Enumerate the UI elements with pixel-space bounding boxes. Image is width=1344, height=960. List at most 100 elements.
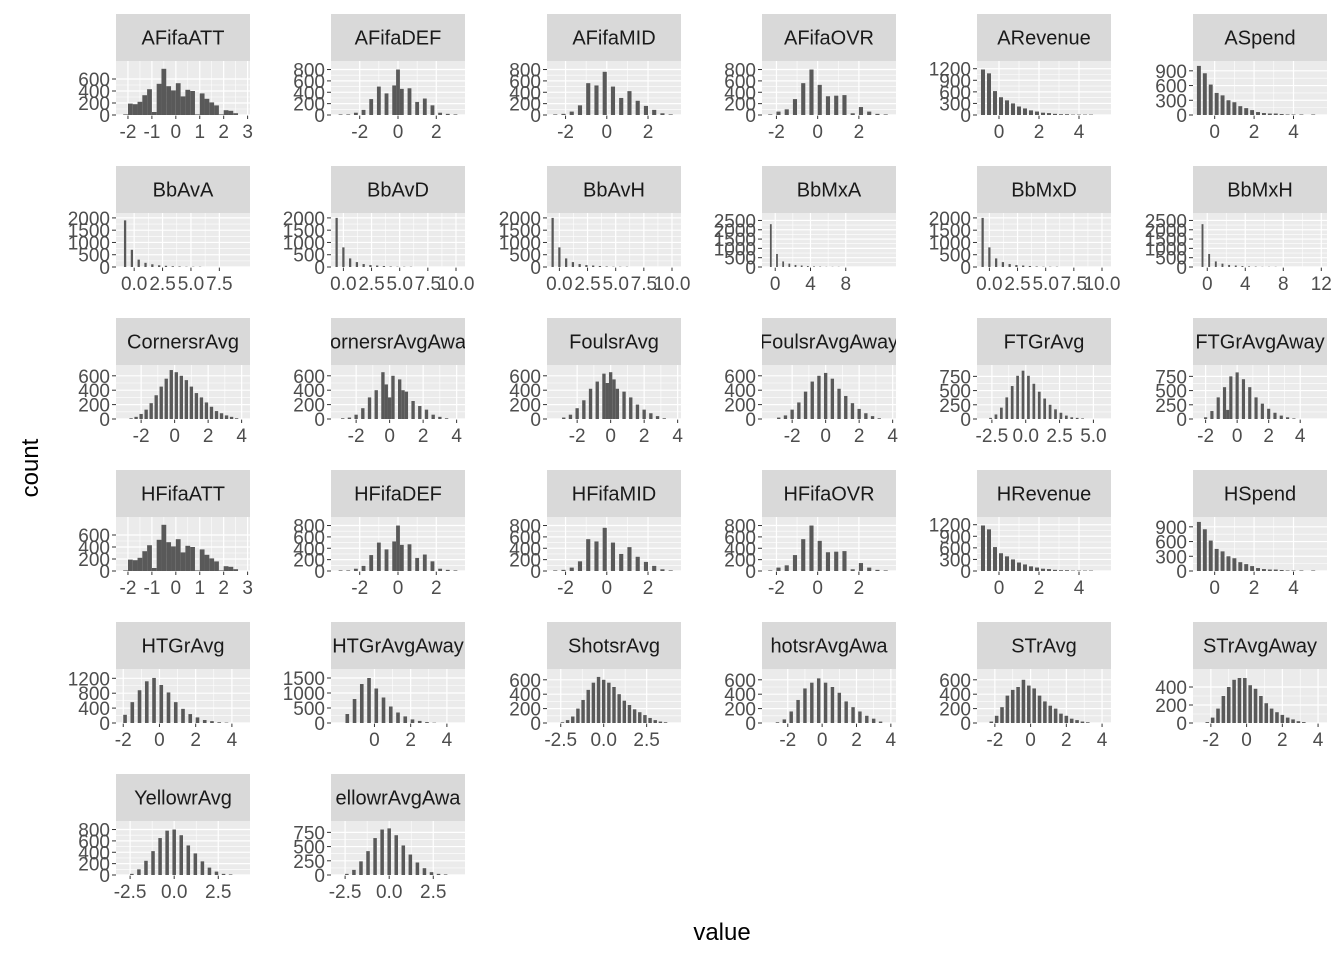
histogram-bar: [166, 542, 172, 571]
histogram-bar: [1275, 712, 1279, 723]
histogram-bar: [596, 676, 601, 723]
y-tick-label: 600: [78, 526, 110, 547]
x-tick-label: 2.5: [205, 882, 231, 903]
histogram-bar: [1273, 569, 1278, 571]
y-tick-label: 0: [960, 562, 971, 583]
histogram-bar: [137, 259, 140, 267]
x-tick-label: 4: [1074, 578, 1085, 599]
histogram-bar: [810, 682, 814, 723]
histogram-bar: [144, 409, 148, 419]
y-tick-label: 2000: [1145, 221, 1187, 242]
histogram-bar: [1204, 417, 1208, 419]
y-tick-label: 600: [1155, 533, 1187, 554]
histogram-bar: [123, 714, 127, 723]
facet-title: CornersrAvg: [127, 332, 239, 354]
x-tick-label: -2: [557, 578, 574, 599]
histogram-bar: [1259, 696, 1263, 723]
histogram-bar: [825, 96, 831, 115]
facet-strip: [977, 470, 1111, 517]
y-tick-label: 1000: [714, 239, 756, 260]
histogram-bar: [223, 110, 229, 115]
histogram-bar: [1000, 707, 1004, 723]
histogram-bar: [610, 542, 616, 571]
histogram-bar: [1202, 73, 1207, 115]
y-tick-label: 400: [724, 381, 756, 402]
x-tick-label: -1: [143, 122, 160, 143]
histogram-bar: [994, 715, 999, 723]
histogram-bar: [1273, 412, 1277, 419]
y-tick-label: 250: [1155, 396, 1187, 417]
histogram-bar: [214, 411, 219, 419]
y-tick-label: 1000: [499, 233, 541, 254]
histogram-bar: [598, 266, 602, 267]
histogram-bar: [1226, 687, 1231, 723]
x-tick-label: 2: [854, 122, 865, 143]
histogram-bar: [1010, 689, 1015, 723]
histogram-bar: [175, 83, 181, 115]
histogram-bar: [1027, 375, 1030, 419]
histogram-bar: [1221, 263, 1224, 267]
histogram-bar: [858, 107, 864, 115]
y-tick-label: 1000: [68, 233, 110, 254]
x-tick-label: 12: [1311, 274, 1332, 295]
y-tick-label: 600: [1155, 77, 1187, 98]
histogram-bar: [663, 722, 668, 723]
histogram-bar: [1237, 678, 1242, 723]
histogram-bar: [445, 569, 450, 571]
facet-strip: [116, 318, 250, 365]
y-tick-label: 200: [724, 95, 756, 116]
x-tick-label: 0.0: [121, 274, 147, 295]
facet-title: HRevenue: [997, 484, 1092, 506]
histogram-bar: [1220, 551, 1225, 571]
histogram-bar: [374, 390, 378, 419]
x-tick-label: 0.0: [330, 274, 356, 295]
histogram-bar: [607, 682, 611, 723]
y-tick-label: 600: [724, 671, 756, 692]
histogram-bar: [404, 391, 409, 419]
histogram-bar: [382, 266, 386, 267]
y-tick-label: 250: [293, 852, 325, 873]
histogram-bar: [132, 104, 138, 115]
facet-title: hotsrAvgAwa: [770, 636, 888, 658]
facet-strip: [331, 166, 465, 213]
histogram-bar: [987, 73, 991, 115]
y-tick-label: 0: [960, 714, 971, 735]
y-tick-label: 600: [293, 367, 325, 388]
y-tick-label: 0: [314, 714, 325, 735]
y-tick-label: 600: [293, 72, 325, 93]
histogram-bar: [1241, 379, 1246, 419]
histogram-bar: [210, 721, 214, 723]
y-tick-label: 500: [293, 838, 325, 859]
histogram-bar: [1264, 703, 1269, 723]
histogram-bar: [1064, 415, 1068, 419]
y-tick-label: 0: [530, 714, 541, 735]
facet-title: AFifaOVR: [784, 28, 874, 50]
histogram-bar: [366, 851, 370, 875]
histogram-bar: [123, 570, 128, 571]
histogram-bar: [194, 570, 200, 571]
y-tick-label: 1500: [929, 221, 971, 242]
facet-title: FTGrAvgAway: [1195, 332, 1324, 354]
y-tick-label: 900: [1155, 518, 1187, 539]
histogram-bar: [359, 861, 363, 875]
histogram-bar: [171, 546, 176, 571]
histogram-bar: [1035, 111, 1039, 115]
histogram-bar: [353, 568, 358, 571]
histogram-bar: [858, 563, 864, 571]
histogram-bar: [221, 873, 226, 875]
histogram-bar: [648, 717, 652, 723]
histogram-bar: [171, 266, 174, 267]
x-tick-label: 2: [1249, 578, 1260, 599]
x-tick-label: 2: [203, 426, 214, 447]
facet-title: STrAvgAway: [1203, 636, 1317, 658]
facet-panel: [331, 213, 465, 267]
histogram-bar: [792, 555, 798, 571]
facet-title: BbAvH: [583, 180, 645, 202]
facet-panel: [762, 365, 896, 419]
histogram-bar: [875, 569, 880, 571]
histogram-bar: [981, 217, 984, 267]
histogram-bar: [380, 829, 384, 875]
histogram-bar: [194, 393, 199, 419]
